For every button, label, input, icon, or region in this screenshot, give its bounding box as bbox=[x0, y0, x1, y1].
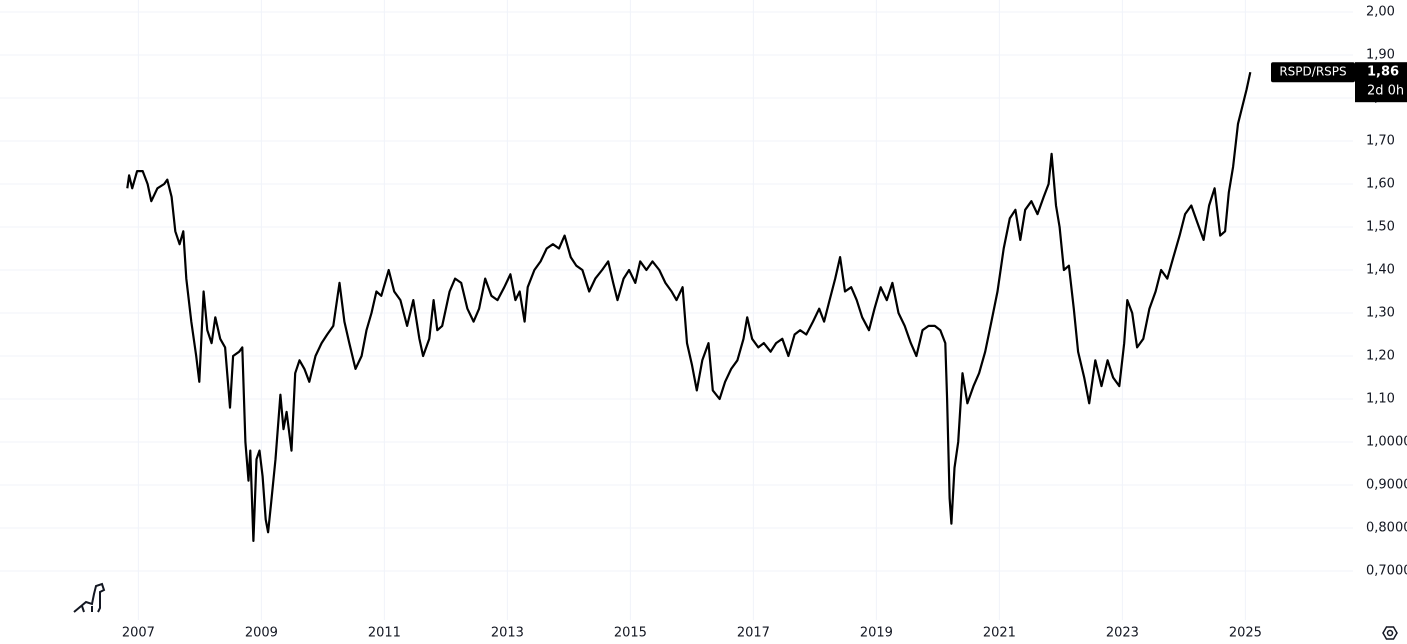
x-tick-label: 2013 bbox=[491, 626, 524, 641]
series-tag-label: RSPD/RSPS bbox=[1279, 65, 1346, 79]
price-tag bbox=[1355, 62, 1407, 103]
settings-button[interactable] bbox=[1382, 626, 1398, 640]
y-tick-label: 1,30 bbox=[1366, 306, 1395, 321]
x-tick-label: 2019 bbox=[860, 626, 893, 641]
y-tick-label: 1,70 bbox=[1366, 134, 1395, 149]
grid bbox=[0, 0, 1353, 620]
countdown: 2d 0h bbox=[1367, 84, 1404, 99]
x-tick-label: 2017 bbox=[737, 626, 770, 641]
x-tick-label: 2021 bbox=[983, 626, 1016, 641]
y-tick-label: 0,7000 bbox=[1366, 564, 1407, 579]
y-tick-label: 1,0000 bbox=[1366, 435, 1407, 450]
price-tag-label: 1,86 bbox=[1367, 65, 1399, 80]
x-tick-label: 2025 bbox=[1229, 626, 1262, 641]
y-tick-label: 0,8000 bbox=[1366, 521, 1407, 536]
y-tick-label: 1,50 bbox=[1366, 220, 1395, 235]
y-tick-label: 1,60 bbox=[1366, 177, 1395, 192]
y-tick-label: 1,40 bbox=[1366, 263, 1395, 278]
y-tick-label: 1,90 bbox=[1366, 48, 1395, 63]
series-tag bbox=[1271, 62, 1355, 83]
x-tick-label: 2023 bbox=[1106, 626, 1139, 641]
x-tick-label: 2015 bbox=[614, 626, 647, 641]
logo[interactable] bbox=[73, 582, 106, 613]
y-tick-label: 0,9000 bbox=[1366, 478, 1407, 493]
y-tick-label: 1,20 bbox=[1366, 349, 1395, 364]
x-tick-label: 2011 bbox=[368, 626, 401, 641]
series-line bbox=[126, 71, 1252, 542]
x-tick-label: 2009 bbox=[245, 626, 278, 641]
y-tick-label: 1,10 bbox=[1366, 392, 1395, 407]
x-tick-label: 2007 bbox=[122, 626, 155, 641]
y-tick-label: 2,00 bbox=[1366, 5, 1395, 20]
